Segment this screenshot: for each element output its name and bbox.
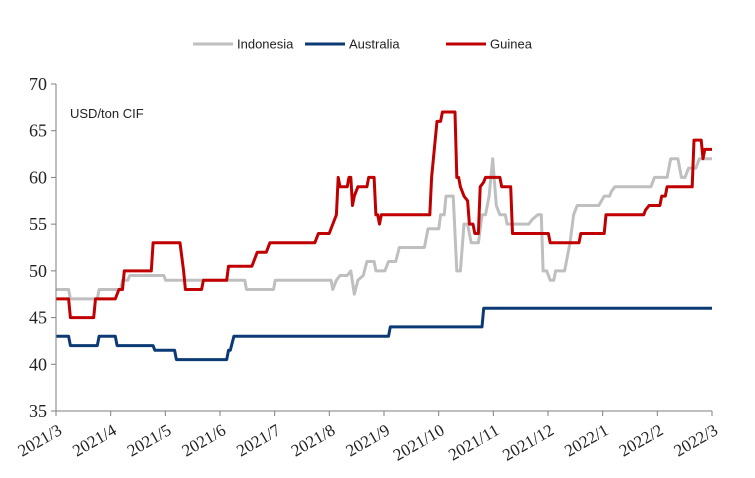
x-tick-label: 2022/2 — [616, 420, 666, 460]
x-tick-label: 2021/3 — [15, 420, 65, 460]
y-tick-label: 65 — [29, 121, 47, 141]
x-tick-label: 2022/1 — [561, 420, 611, 460]
x-tick-label: 2022/3 — [671, 420, 721, 460]
x-tick-label: 2021/9 — [343, 420, 393, 460]
series-line-indonesia — [56, 157, 712, 301]
y-tick-label: 45 — [29, 308, 47, 328]
x-tick-label: 2021/11 — [445, 420, 502, 464]
y-tick-label: 55 — [29, 214, 47, 234]
y-tick-label: 50 — [29, 261, 47, 281]
legend: Indonesia Australia Guinea — [193, 37, 533, 52]
plot-area — [56, 110, 712, 362]
x-tick-label: 2021/7 — [233, 420, 284, 460]
series-line-australia — [56, 306, 712, 362]
y-tick-label: 70 — [29, 74, 47, 94]
x-tick-label: 2021/10 — [390, 420, 448, 464]
x-tick-label: 2021/8 — [288, 420, 338, 460]
axes: 35 40 45 50 55 60 65 70 2021/3 2021/4 2021/5 2021/6… — [15, 74, 721, 465]
legend-label-indonesia: Indonesia — [237, 37, 294, 52]
legend-label-australia: Australia — [349, 37, 400, 52]
y-tick-label: 60 — [29, 167, 47, 187]
y-tick-label: 40 — [29, 354, 47, 374]
x-tick-label: 2021/6 — [179, 420, 229, 460]
y-tick-label: 35 — [29, 401, 47, 421]
legend-label-guinea: Guinea — [490, 37, 533, 52]
x-tick-label: 2021/4 — [69, 420, 120, 460]
x-tick-label: 2021/12 — [499, 420, 557, 464]
series-line-guinea — [56, 110, 712, 320]
x-tick-label: 2021/5 — [124, 420, 174, 460]
unit-label: USD/ton CIF — [70, 106, 144, 121]
